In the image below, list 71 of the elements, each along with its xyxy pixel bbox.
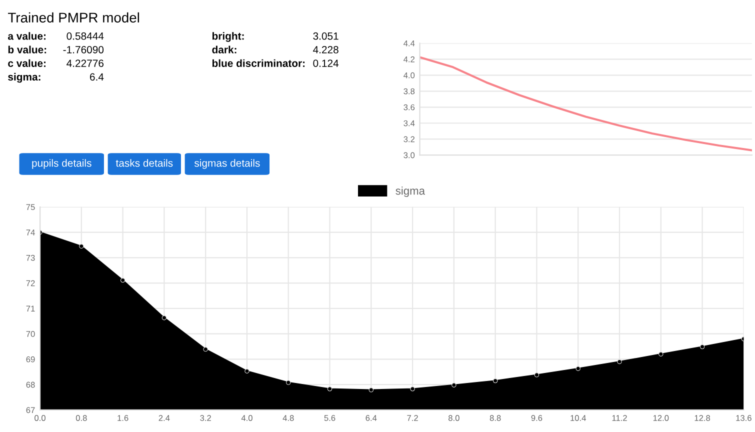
text: -1.76090 xyxy=(63,46,104,54)
point xyxy=(244,368,250,374)
text: pupils details xyxy=(32,159,92,169)
x-tick-label: 3.2 xyxy=(200,415,211,421)
x-tick-label: 6.4 xyxy=(366,415,377,421)
x-tick-label: 13.6 xyxy=(736,415,752,421)
x-tick-label: 12.0 xyxy=(653,415,669,421)
x-tick-label: 4.8 xyxy=(282,415,294,421)
y-tick-label: 74 xyxy=(26,230,35,236)
text: 0.58444 xyxy=(66,32,104,40)
text: tasks details xyxy=(116,159,173,167)
text: dark: xyxy=(212,46,236,54)
y-tick-label: 4.0 xyxy=(404,72,415,78)
point xyxy=(534,372,540,378)
x-tick-label: 7.2 xyxy=(407,415,418,421)
y-tick-label: 3.4 xyxy=(404,120,415,126)
x-tick-label: 0.0 xyxy=(34,415,46,421)
text: 4.228 xyxy=(313,46,338,54)
text: sigma: xyxy=(8,72,40,83)
text: 4.22776 xyxy=(66,60,104,67)
text: 3.051 xyxy=(313,32,338,40)
x-tick-label: 5.6 xyxy=(324,415,336,421)
y-tick-label: 3.6 xyxy=(404,104,415,110)
y-tick-label: 75 xyxy=(26,204,35,210)
point xyxy=(576,366,580,371)
x-tick-label: 10.4 xyxy=(570,415,586,421)
x-tick-label: 0.8 xyxy=(76,415,87,421)
y-tick-label: 3.8 xyxy=(404,88,415,94)
x-tick-label: 8.8 xyxy=(490,415,501,421)
point xyxy=(410,386,415,392)
x-tick-label: 11.2 xyxy=(612,415,627,421)
text: bright: xyxy=(212,32,244,42)
text: 0.124 xyxy=(313,60,339,67)
point xyxy=(368,388,374,392)
y-tick-label: 72 xyxy=(26,280,35,286)
point xyxy=(203,346,208,352)
text: blue discriminator: xyxy=(212,59,305,67)
point xyxy=(120,278,126,283)
point xyxy=(700,344,705,350)
text: sigmas details xyxy=(194,159,260,169)
point xyxy=(286,380,291,385)
text: a value: xyxy=(8,32,46,40)
x-tick-label: 2.4 xyxy=(158,415,170,421)
point xyxy=(492,378,498,384)
text: Trained PMPR model xyxy=(8,12,140,23)
point xyxy=(162,315,167,320)
point xyxy=(617,359,622,364)
x-tick-label: 1.6 xyxy=(118,415,128,421)
point xyxy=(658,352,664,356)
y-tick-label: 68 xyxy=(26,382,35,388)
y-tick-label: 4.2 xyxy=(404,56,414,62)
x-tick-label: 8.0 xyxy=(448,415,460,421)
line-series xyxy=(420,56,752,152)
point xyxy=(79,244,84,249)
y-tick-label: 70 xyxy=(26,331,35,337)
point xyxy=(452,382,456,388)
y-tick-label: 4.4 xyxy=(404,40,415,46)
y-tick-label: 3.2 xyxy=(404,136,414,142)
y-tick-label: 73 xyxy=(26,254,35,261)
x-tick-label: 4.0 xyxy=(241,415,252,421)
legend-label: sigma xyxy=(396,186,425,197)
point xyxy=(327,386,332,392)
x-tick-label: 12.8 xyxy=(694,415,710,421)
x-tick-label: 9.6 xyxy=(531,415,542,421)
text: 6.4 xyxy=(90,73,104,81)
text: c value: xyxy=(8,59,46,67)
text: b value: xyxy=(8,46,46,54)
y-tick-label: 71 xyxy=(26,306,35,312)
y-tick-label: 69 xyxy=(26,356,35,362)
y-tick-label: 67 xyxy=(26,407,35,414)
y-tick-label: 3.0 xyxy=(404,152,415,158)
